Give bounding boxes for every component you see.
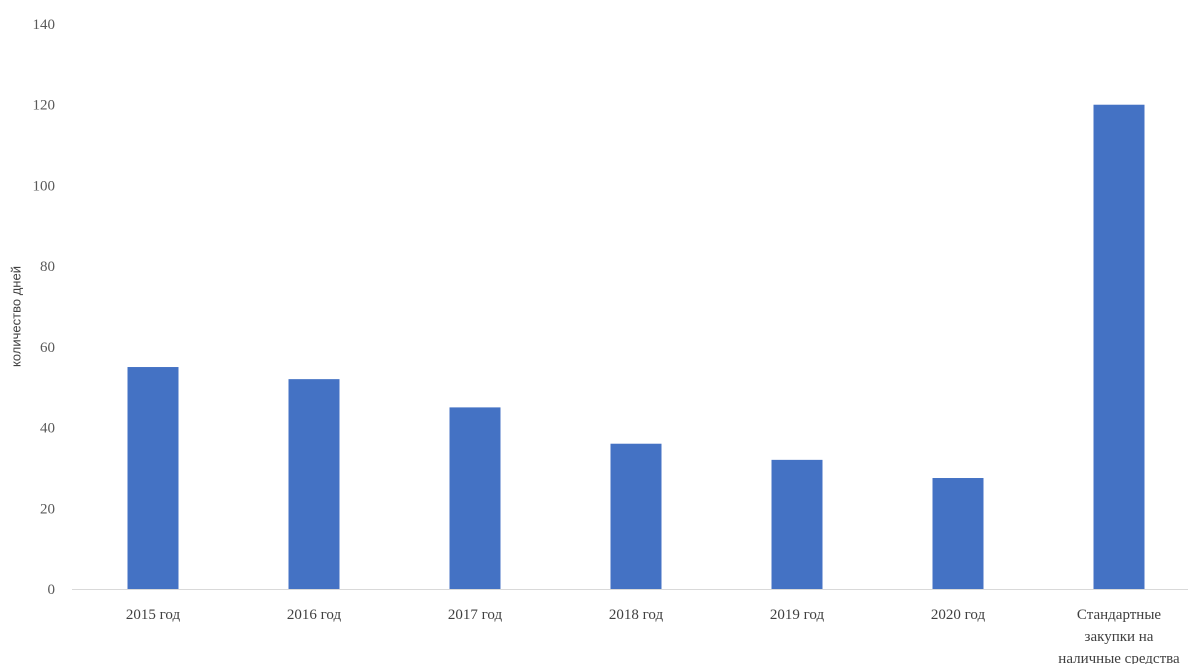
y-tick-label: 140	[33, 17, 56, 33]
x-axis-labels: 2015 год 2016 год 2017 год 2018 год 2019 год…	[126, 607, 1180, 667]
y-tick-label: 120	[33, 98, 56, 114]
x-tick-label: 2020 год	[931, 607, 986, 623]
bar	[1093, 104, 1145, 589]
y-tick-label: 60	[40, 340, 55, 356]
bars	[127, 104, 1145, 589]
bar	[449, 407, 501, 589]
x-tick-label: 2018 год	[609, 607, 664, 623]
x-tick-label: 2017 год	[448, 607, 503, 623]
y-tick-label: 20	[40, 501, 55, 517]
bar	[932, 478, 984, 589]
bar	[127, 367, 179, 589]
y-tick-label: 80	[40, 259, 55, 275]
x-tick-label: 2016 год	[287, 607, 342, 623]
y-axis-ticks: 0 20 40 60 80 100 120 140	[33, 17, 56, 598]
bar	[771, 459, 823, 589]
x-tick-label: 2019 год	[770, 607, 825, 623]
y-tick-label: 100	[33, 178, 56, 194]
bar	[610, 443, 662, 589]
x-tick-label: 2015 год	[126, 607, 181, 623]
y-axis-title: количество дней	[8, 266, 23, 367]
y-tick-label: 0	[48, 582, 56, 598]
bar	[288, 379, 340, 589]
x-tick-label: Стандартные закупки на наличные средства	[1058, 607, 1180, 664]
y-tick-label: 40	[40, 421, 55, 437]
